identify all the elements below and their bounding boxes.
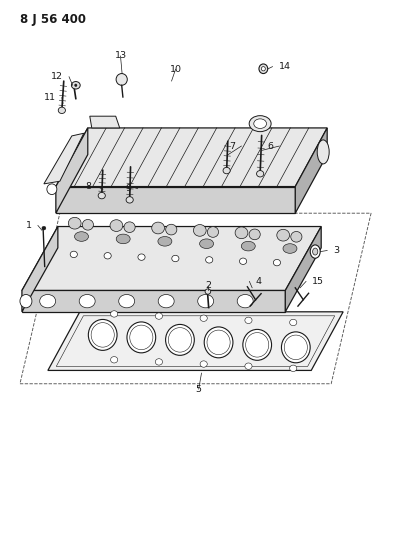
Ellipse shape bbox=[249, 229, 260, 240]
Ellipse shape bbox=[207, 227, 219, 237]
Text: 14: 14 bbox=[279, 62, 290, 71]
Ellipse shape bbox=[124, 222, 135, 232]
Ellipse shape bbox=[204, 327, 233, 358]
Ellipse shape bbox=[126, 197, 133, 203]
Polygon shape bbox=[285, 227, 321, 312]
Ellipse shape bbox=[243, 329, 272, 360]
Text: 7: 7 bbox=[229, 142, 235, 150]
Ellipse shape bbox=[283, 244, 297, 253]
Polygon shape bbox=[56, 128, 327, 187]
Ellipse shape bbox=[155, 313, 162, 319]
Text: 5: 5 bbox=[196, 385, 202, 393]
Polygon shape bbox=[44, 133, 84, 184]
Ellipse shape bbox=[239, 258, 247, 264]
Text: 6: 6 bbox=[267, 142, 273, 150]
Text: 1: 1 bbox=[26, 221, 32, 230]
Ellipse shape bbox=[119, 294, 135, 308]
Ellipse shape bbox=[259, 64, 268, 74]
Ellipse shape bbox=[254, 119, 267, 128]
Ellipse shape bbox=[245, 317, 252, 324]
Text: 4: 4 bbox=[255, 277, 261, 286]
Ellipse shape bbox=[127, 322, 156, 353]
Text: 2: 2 bbox=[205, 281, 211, 290]
Ellipse shape bbox=[40, 294, 56, 308]
Ellipse shape bbox=[68, 217, 81, 229]
Text: 15: 15 bbox=[312, 277, 324, 286]
Ellipse shape bbox=[223, 167, 230, 174]
Ellipse shape bbox=[70, 251, 77, 257]
Ellipse shape bbox=[241, 241, 255, 251]
Ellipse shape bbox=[235, 227, 248, 239]
Polygon shape bbox=[48, 312, 343, 370]
Ellipse shape bbox=[237, 294, 253, 308]
Ellipse shape bbox=[166, 224, 177, 235]
Ellipse shape bbox=[71, 82, 80, 89]
Ellipse shape bbox=[20, 294, 32, 308]
Text: 9: 9 bbox=[126, 184, 132, 193]
Ellipse shape bbox=[313, 248, 318, 255]
Text: 8 J 56 400: 8 J 56 400 bbox=[20, 13, 86, 26]
Ellipse shape bbox=[98, 192, 105, 199]
Ellipse shape bbox=[200, 361, 207, 367]
Ellipse shape bbox=[257, 171, 264, 177]
Ellipse shape bbox=[42, 227, 46, 230]
Ellipse shape bbox=[205, 257, 213, 263]
Ellipse shape bbox=[281, 332, 310, 363]
Ellipse shape bbox=[111, 311, 118, 317]
Ellipse shape bbox=[198, 294, 214, 308]
Text: 8: 8 bbox=[85, 182, 91, 191]
Ellipse shape bbox=[88, 319, 117, 350]
Ellipse shape bbox=[104, 253, 111, 259]
Ellipse shape bbox=[47, 184, 57, 195]
Text: 12: 12 bbox=[51, 72, 63, 81]
Ellipse shape bbox=[200, 315, 207, 321]
Ellipse shape bbox=[273, 260, 280, 266]
Ellipse shape bbox=[172, 255, 179, 262]
Ellipse shape bbox=[155, 359, 162, 365]
Ellipse shape bbox=[194, 224, 206, 236]
Ellipse shape bbox=[317, 140, 329, 164]
Ellipse shape bbox=[116, 234, 130, 244]
Text: 10: 10 bbox=[170, 65, 182, 74]
Ellipse shape bbox=[110, 220, 123, 231]
Ellipse shape bbox=[58, 107, 65, 114]
Ellipse shape bbox=[205, 289, 211, 294]
Ellipse shape bbox=[158, 237, 172, 246]
Text: 3: 3 bbox=[333, 246, 339, 255]
Polygon shape bbox=[22, 227, 58, 312]
Ellipse shape bbox=[75, 232, 89, 241]
Ellipse shape bbox=[245, 363, 252, 369]
Polygon shape bbox=[295, 128, 327, 213]
Ellipse shape bbox=[116, 74, 127, 85]
Ellipse shape bbox=[200, 239, 213, 248]
Ellipse shape bbox=[82, 220, 93, 230]
Ellipse shape bbox=[310, 245, 320, 258]
Ellipse shape bbox=[138, 254, 145, 260]
Polygon shape bbox=[56, 187, 295, 213]
Text: 13: 13 bbox=[115, 52, 126, 60]
Ellipse shape bbox=[249, 116, 271, 132]
Ellipse shape bbox=[75, 84, 77, 86]
Ellipse shape bbox=[290, 365, 297, 372]
Ellipse shape bbox=[261, 67, 265, 71]
Ellipse shape bbox=[79, 294, 95, 308]
Ellipse shape bbox=[152, 222, 164, 234]
Polygon shape bbox=[90, 116, 120, 128]
Ellipse shape bbox=[290, 319, 297, 326]
Ellipse shape bbox=[291, 231, 302, 242]
Ellipse shape bbox=[277, 229, 290, 241]
Text: 11: 11 bbox=[44, 93, 56, 102]
Polygon shape bbox=[56, 128, 88, 213]
Polygon shape bbox=[22, 290, 285, 312]
Polygon shape bbox=[22, 227, 321, 290]
Ellipse shape bbox=[166, 325, 194, 356]
Ellipse shape bbox=[111, 357, 118, 363]
Ellipse shape bbox=[158, 294, 174, 308]
